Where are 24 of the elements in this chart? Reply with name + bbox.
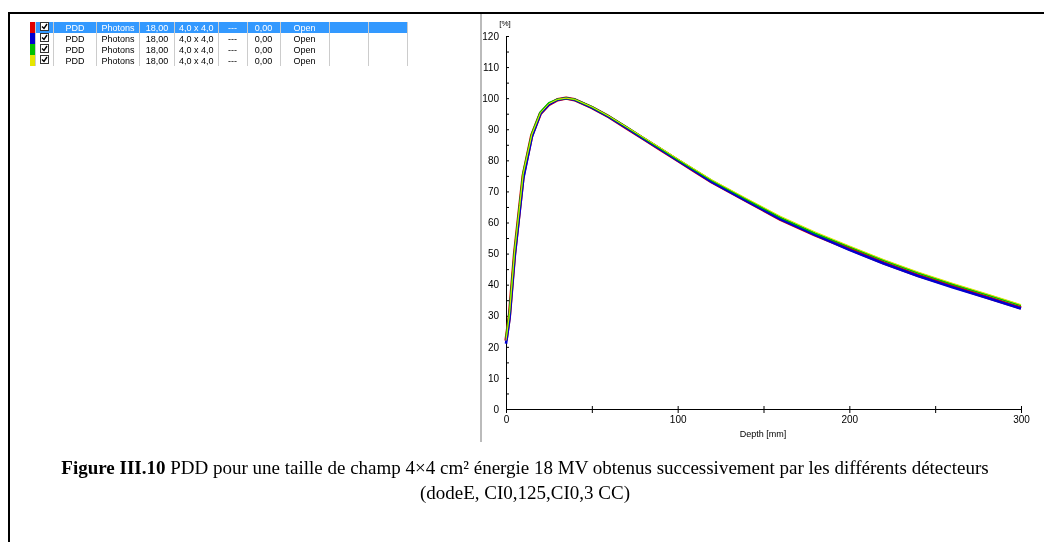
y-tick-label: 50 [487,248,500,260]
selected-table-row: PDD Photons 18,00 4,0 x 4,0 --- 0,00 Open [30,22,408,33]
y-tick-label: 10 [487,372,500,384]
table-row: PDD Photons 18,00 4,0 x 4,0 --- 0,00 Open [30,44,408,55]
x-axis-title: Depth [mm] [739,429,787,439]
y-tick-label: 0 [493,403,500,415]
y-tick-label: 40 [487,279,500,291]
table-row: PDD Photons 18,00 4,0 x 4,0 --- 0,00 Open [30,33,408,44]
y-tick-label: 80 [487,155,500,167]
x-tick-label: 0 [503,414,510,426]
table-row: PDD Photons 18,00 4,0 x 4,0 --- 0,00 Open [30,55,408,66]
text: Figure III.10 PDD pour une taille de champ 4×4 cm² énergie 18 MV obtenus successivement par les différents détecteurs (dodeE, CI0,125,CI0,3 CC) [61,457,989,503]
x-tick-label: 200 [841,414,859,426]
y-tick-label: 90 [487,123,500,135]
y-tick-label: 120 [482,30,500,42]
y-tick-label: 30 [487,310,500,322]
y-axis-title: [%] [499,19,511,28]
y-tick-label: 100 [482,92,500,104]
x-tick-label: 100 [669,414,687,426]
y-tick-label: 110 [483,61,500,73]
y-tick-label: 60 [487,217,500,229]
x-tick-label: 300 [1013,414,1031,426]
y-tick-label: 20 [487,341,500,353]
y-tick-label: 70 [487,186,500,198]
